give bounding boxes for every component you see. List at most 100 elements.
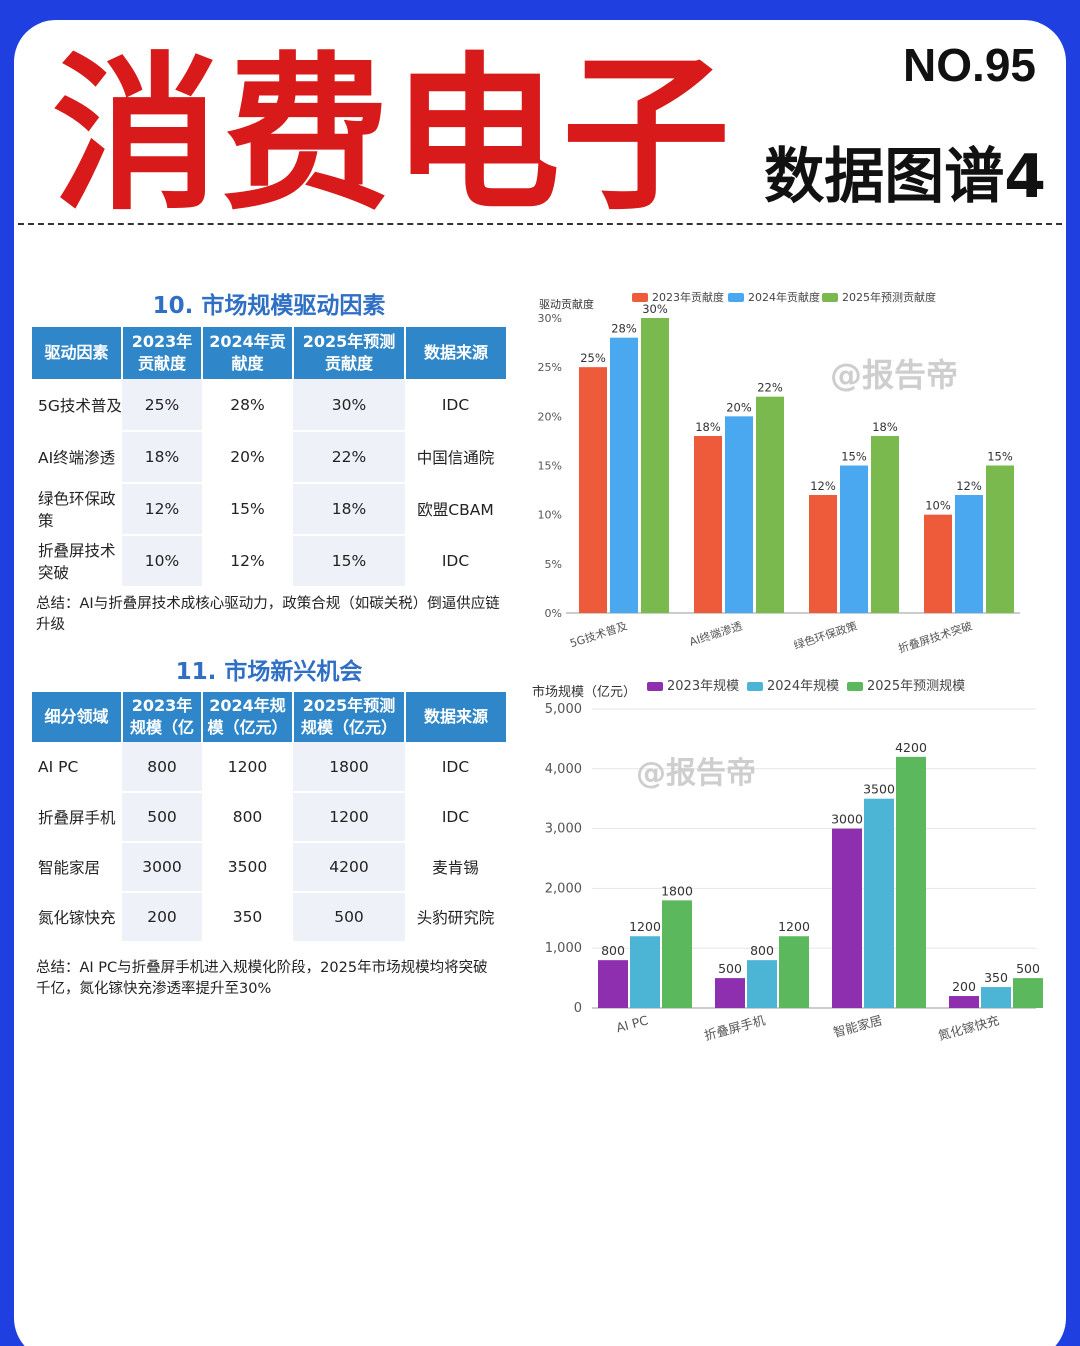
y-tick-label: 5,000: [545, 702, 582, 717]
legend-label: 2024年规模: [767, 679, 839, 694]
table-cell: 智能家居: [32, 842, 122, 893]
table-cell: 折叠屏手机: [32, 792, 122, 843]
data-label: 12%: [810, 479, 836, 493]
x-tick-label: 折叠屏手机: [703, 1012, 768, 1043]
table-cell: 18%: [293, 483, 405, 536]
table-cell: 25%: [122, 379, 202, 432]
bar: [871, 436, 899, 613]
table-cell: IDC: [405, 792, 506, 843]
bar: [747, 960, 777, 1008]
bar: [924, 514, 952, 613]
table-cell: 500: [293, 892, 405, 943]
table-cell: 欧盟CBAM: [405, 483, 506, 536]
data-label: 20%: [726, 400, 752, 414]
bar: [756, 396, 784, 613]
data-label: 30%: [642, 302, 668, 316]
table-row: 氮化镓快充 200 350 500 头豹研究院: [32, 892, 506, 943]
table-cell: 500: [122, 792, 202, 843]
table-cell: IDC: [405, 535, 506, 588]
table-cell: 1800: [293, 742, 405, 793]
bar: [864, 798, 894, 1008]
legend-swatch: [632, 293, 648, 302]
y-tick-label: 10%: [538, 509, 562, 522]
bar: [981, 987, 1011, 1008]
y-axis-label: 市场规模（亿元）: [532, 684, 636, 700]
col-header: 2025年预测贡献度: [293, 327, 406, 379]
bar: [955, 495, 983, 613]
col-header: 2024年贡献度: [202, 327, 294, 379]
y-axis-label: 驱动贡献度: [539, 297, 594, 311]
x-tick-label: 折叠屏技术突破: [896, 619, 974, 656]
main-title: 消费电子: [52, 37, 732, 233]
legend-label: 2024年贡献度: [748, 290, 820, 304]
data-label: 200: [952, 979, 976, 994]
col-header: 2024年规模（亿元）: [202, 692, 294, 742]
data-label: 22%: [757, 381, 783, 395]
col-header: 2023年规模（亿: [122, 692, 203, 742]
section-11-summary: 总结：AI PC与折叠屏手机进入规模化阶段，2025年市场规模均将突破千亿，氮化…: [36, 960, 488, 997]
watermark: @报告帝: [636, 756, 756, 791]
data-label: 15%: [841, 450, 867, 464]
table-cell: IDC: [405, 742, 506, 793]
bar: [630, 936, 660, 1008]
table-row: 折叠屏技术突破 10% 12% 15% IDC: [32, 535, 506, 588]
y-tick-label: 20%: [538, 410, 562, 423]
y-tick-label: 30%: [538, 312, 562, 325]
x-tick-label: 智能家居: [832, 1012, 884, 1039]
table-cell: 中国信通院: [405, 431, 506, 484]
table-cell: 4200: [293, 842, 405, 893]
x-tick-label: 5G技术普及: [568, 619, 629, 651]
col-header: 驱动因素: [32, 327, 123, 379]
table-cell: 18%: [122, 431, 202, 484]
x-tick-label: AI PC: [615, 1012, 651, 1035]
drivers-table: 驱动因素 2023年贡献度 2024年贡献度 2025年预测贡献度 数据来源 5…: [32, 327, 506, 588]
section-11-title: 11. 市场新兴机会: [175, 659, 363, 685]
table-cell: 折叠屏技术突破: [32, 535, 122, 588]
y-tick-label: 5%: [545, 558, 562, 571]
table-cell: 10%: [122, 535, 202, 588]
bar: [641, 318, 669, 613]
data-label: 3000: [831, 812, 863, 827]
legend-label: 2023年贡献度: [652, 290, 724, 304]
data-label: 12%: [956, 479, 982, 493]
table-cell: 麦肯锡: [405, 842, 506, 893]
table-cell: 20%: [202, 431, 293, 484]
legend-swatch: [647, 682, 663, 691]
data-label: 1800: [661, 883, 693, 898]
bar: [832, 828, 862, 1008]
legend-swatch: [822, 293, 838, 302]
table-row: 折叠屏手机 500 800 1200 IDC: [32, 792, 506, 843]
table-cell: 200: [122, 892, 202, 943]
table-cell: 3500: [202, 842, 293, 893]
bar: [598, 960, 628, 1008]
table-cell: 15%: [293, 535, 405, 588]
col-header: 2025年预测规模（亿元）: [293, 692, 406, 742]
x-tick-label: 绿色环保政策: [792, 619, 859, 653]
col-header: 数据来源: [405, 692, 506, 742]
sub-title: 数据图谱4: [764, 142, 1046, 212]
table-cell: 氮化镓快充: [32, 892, 122, 943]
section-10-title: 10. 市场规模驱动因素: [152, 293, 386, 319]
table-cell: 12%: [122, 483, 202, 536]
bar: [779, 936, 809, 1008]
data-label: 1200: [778, 919, 810, 934]
issue-number: NO.95: [903, 39, 1036, 91]
data-label: 4200: [895, 740, 927, 755]
table-cell: 30%: [293, 379, 405, 432]
bar: [715, 978, 745, 1008]
bar: [725, 416, 753, 613]
dashed-divider: [18, 223, 1062, 225]
y-tick-label: 4,000: [545, 762, 582, 777]
bar: [662, 900, 692, 1008]
bar: [986, 465, 1014, 613]
table-row: AI终端渗透 18% 20% 22% 中国信通院: [32, 431, 506, 484]
data-label: 10%: [925, 499, 951, 513]
data-label: 18%: [695, 420, 721, 434]
market-size-bar-chart: 2023年规模 2024年规模 2025年预测规模 市场规模（亿元） 0 1,000 2,0…: [532, 679, 1043, 1043]
col-header: 2023年贡献度: [122, 327, 203, 379]
legend-swatch: [747, 682, 763, 691]
data-label: 800: [750, 943, 774, 958]
data-label: 28%: [611, 322, 637, 336]
table-cell: 800: [202, 792, 293, 843]
